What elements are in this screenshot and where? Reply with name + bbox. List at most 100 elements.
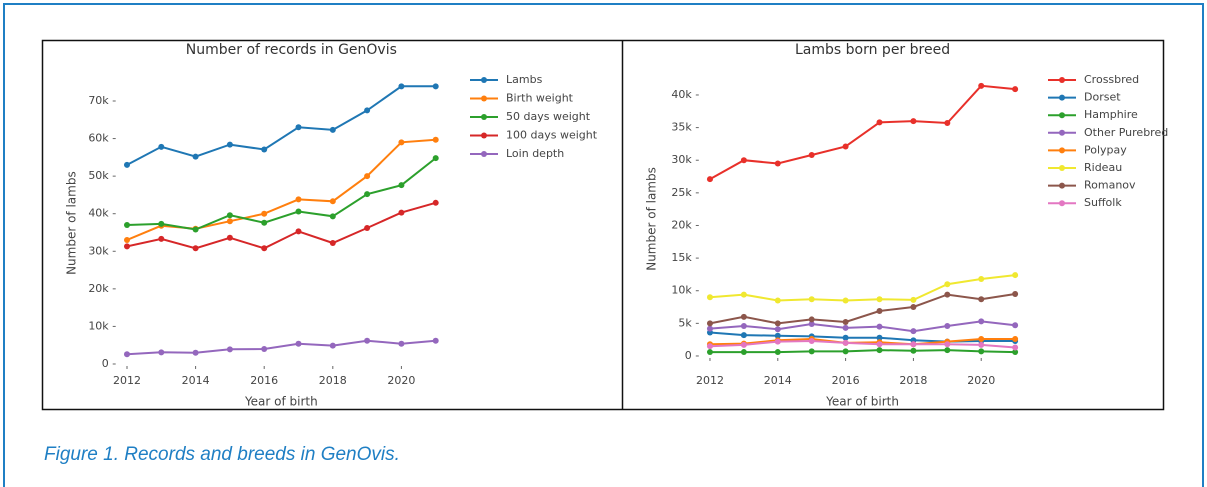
series-line — [126, 157, 437, 231]
data-point — [432, 136, 439, 143]
x-tick-label: 2014 — [764, 374, 792, 387]
data-point — [226, 212, 233, 219]
series-line — [710, 349, 1016, 354]
legend-label: Suffolk — [1084, 196, 1122, 209]
data-point — [842, 348, 849, 355]
data-point — [944, 120, 951, 127]
data-point — [774, 320, 781, 327]
figure-border — [41, 39, 1165, 411]
data-point — [364, 337, 371, 344]
data-point — [842, 143, 849, 150]
data-point — [329, 213, 336, 220]
data-point — [432, 155, 439, 162]
data-point — [261, 219, 268, 226]
data-point — [1012, 349, 1019, 356]
frame — [3, 3, 1204, 487]
y-tick-label: 50k — [88, 169, 109, 182]
data-point — [978, 318, 985, 325]
data-point — [432, 83, 439, 90]
legend-label: Rideau — [1084, 161, 1122, 174]
data-point — [808, 348, 815, 355]
legend-marker — [481, 95, 487, 102]
data-point — [876, 334, 883, 341]
y-tick-label: 40k — [671, 88, 692, 101]
x-tick-label: 2016 — [832, 374, 860, 387]
data-point — [261, 345, 268, 352]
data-point — [774, 338, 781, 345]
data-point — [842, 334, 849, 341]
data-point — [1012, 86, 1019, 93]
data-point — [364, 107, 371, 114]
series-line — [126, 201, 436, 250]
x-tick-label: 2012 — [696, 374, 724, 387]
y-tick-label: 10k — [671, 284, 692, 297]
data-point — [158, 349, 165, 356]
data-point — [398, 83, 405, 90]
data-point — [706, 176, 713, 183]
data-point — [261, 245, 268, 252]
data-point — [295, 196, 302, 203]
y-axis-title: Number of lambs — [65, 171, 79, 275]
data-point — [876, 341, 883, 348]
data-point — [876, 296, 883, 303]
data-point — [774, 332, 781, 339]
y-tick-label: 0 — [685, 349, 692, 362]
legend-marker — [481, 77, 487, 83]
data-point — [740, 313, 747, 320]
data-point — [364, 191, 371, 198]
y-tick-label: 25k — [671, 186, 692, 199]
data-point — [808, 337, 815, 344]
y-tick-label: 30k — [671, 153, 692, 166]
data-point — [261, 146, 268, 153]
legend-label: Dorset — [1084, 91, 1121, 104]
data-point — [740, 349, 747, 356]
data-point — [876, 347, 883, 354]
data-point — [398, 139, 405, 146]
legend-label: Polypay — [1084, 143, 1127, 156]
y-axis-title: Number of lambs — [645, 167, 659, 271]
legend-marker — [481, 151, 487, 157]
legend-marker — [1059, 129, 1065, 136]
data-point — [740, 332, 747, 339]
data-point — [910, 347, 917, 354]
data-point — [192, 349, 199, 356]
data-point — [706, 343, 713, 350]
data-point — [295, 124, 302, 131]
y-tick-label: 5k — [678, 316, 692, 329]
data-point — [808, 152, 815, 159]
data-point — [329, 198, 336, 205]
data-point — [1012, 344, 1019, 351]
data-point — [432, 337, 439, 344]
data-point — [944, 291, 951, 298]
series-line — [126, 85, 436, 166]
y-tick-label: 10k — [88, 319, 109, 332]
data-point — [978, 341, 985, 348]
y-tick-label: 30k — [88, 244, 109, 257]
data-point — [158, 220, 165, 227]
data-point — [158, 143, 165, 150]
data-point — [808, 296, 815, 303]
data-point — [808, 321, 815, 328]
data-point — [192, 153, 199, 160]
data-point — [842, 324, 849, 331]
x-tick-label: 2018 — [899, 374, 927, 387]
legend-marker — [481, 132, 487, 139]
y-tick-label: 40k — [88, 207, 109, 220]
x-tick-label: 2020 — [387, 374, 415, 387]
data-point — [226, 346, 233, 353]
data-point — [978, 296, 985, 303]
legend-label: Crossbred — [1084, 73, 1139, 86]
data-point — [774, 349, 781, 356]
data-point — [329, 126, 336, 133]
data-point — [978, 82, 985, 89]
legend-marker — [1059, 182, 1065, 189]
x-tick-label: 2016 — [250, 374, 278, 387]
data-point — [1012, 290, 1019, 297]
data-point — [740, 322, 747, 329]
data-point — [364, 224, 371, 231]
data-point — [329, 342, 336, 349]
legend-marker — [1059, 77, 1065, 83]
data-point — [123, 161, 130, 168]
data-point — [1012, 336, 1019, 343]
legend-label: 100 days weight — [506, 129, 598, 142]
